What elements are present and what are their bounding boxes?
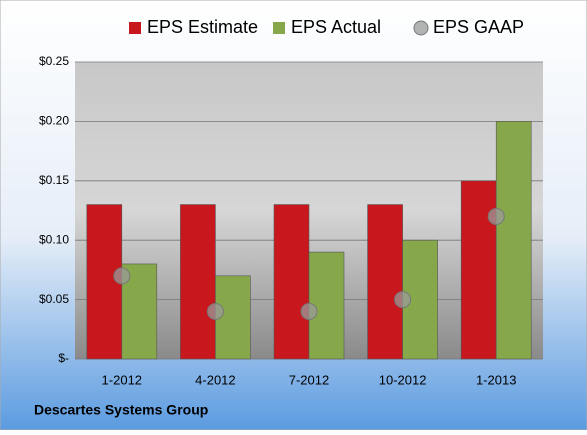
legend-label: EPS GAAP bbox=[433, 17, 524, 37]
legend-marker bbox=[129, 22, 141, 34]
bar bbox=[460, 180, 497, 360]
point bbox=[113, 267, 131, 285]
bar bbox=[273, 204, 310, 360]
legend-label: EPS Estimate bbox=[147, 17, 258, 37]
footer: Descartes Systems Group bbox=[34, 402, 208, 418]
legend-marker bbox=[413, 20, 429, 36]
point bbox=[300, 302, 318, 320]
y-tick-label: $0.20 bbox=[39, 114, 69, 128]
x-tick-label: 1-2013 bbox=[476, 372, 516, 387]
y-tick-label: $0.10 bbox=[39, 232, 69, 246]
y-tick-label: $- bbox=[58, 351, 69, 365]
point bbox=[487, 207, 505, 225]
point bbox=[206, 302, 224, 320]
bar bbox=[495, 121, 532, 360]
legend-label: EPS Actual bbox=[291, 17, 381, 37]
x-tick-label: 1-2012 bbox=[102, 372, 142, 387]
bar bbox=[180, 204, 216, 360]
bar bbox=[367, 204, 403, 360]
y-tick-label: $0.05 bbox=[39, 292, 69, 306]
y-tick-label: $0.25 bbox=[39, 54, 69, 68]
y-tick-label: $0.15 bbox=[39, 173, 69, 187]
x-tick-label: 7-2012 bbox=[289, 372, 329, 387]
x-tick-label: 4-2012 bbox=[195, 372, 235, 387]
x-tick-label: 10-2012 bbox=[379, 372, 427, 387]
legend-marker bbox=[273, 22, 285, 34]
point bbox=[394, 291, 412, 309]
